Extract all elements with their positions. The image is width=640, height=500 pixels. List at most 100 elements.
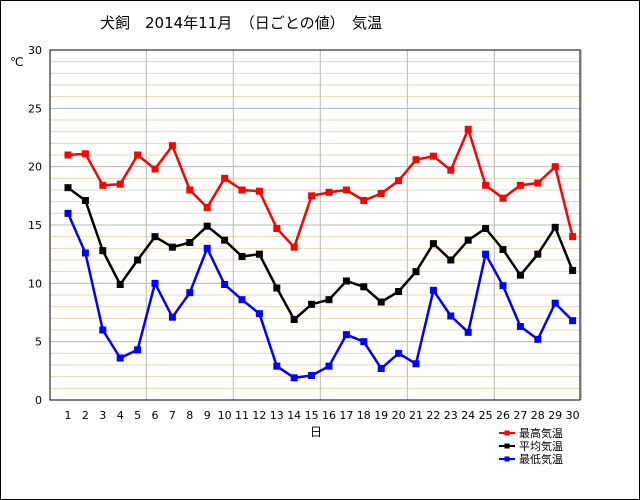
- x-tick-label: 14: [287, 409, 301, 422]
- data-point: [134, 151, 142, 159]
- data-point: [482, 225, 490, 232]
- x-tick-label: 13: [270, 409, 284, 422]
- data-point: [134, 346, 142, 354]
- data-point: [325, 362, 333, 370]
- legend-marker: [504, 456, 510, 462]
- x-tick-label: 28: [531, 409, 545, 422]
- data-point: [221, 236, 229, 244]
- x-tick-label: 8: [186, 409, 193, 422]
- data-point: [151, 165, 159, 173]
- data-point: [203, 244, 211, 252]
- data-point: [447, 256, 455, 264]
- legend-label: 最低気温: [519, 452, 563, 466]
- y-axis-label: ℃: [10, 55, 23, 69]
- data-point: [186, 186, 194, 194]
- data-point: [238, 186, 246, 194]
- legend-marker: [504, 443, 510, 449]
- data-point: [238, 296, 246, 304]
- data-point: [534, 250, 542, 258]
- data-point: [255, 250, 263, 258]
- x-tick-labels: 1 2 3 4 5 6 7 8 9 10 11 12 13 14 15 16 17 18 19 20 21 22 23 24 2…: [65, 409, 580, 422]
- data-point: [116, 354, 124, 362]
- data-point: [203, 204, 211, 211]
- data-point: [377, 365, 385, 372]
- data-point: [429, 286, 437, 294]
- x-tick-label: 19: [374, 409, 388, 422]
- series-平均気温: [64, 184, 577, 323]
- data-point: [273, 225, 281, 232]
- data-point: [499, 194, 507, 202]
- y-tick-labels: 0 5 10 15 20 25 30: [28, 44, 42, 407]
- data-point: [273, 284, 281, 292]
- x-tick-label: 6: [152, 409, 159, 422]
- x-tick-label: 21: [409, 409, 423, 422]
- data-point: [569, 267, 577, 274]
- x-tick-label: 7: [169, 409, 176, 422]
- y-tick-label: 5: [35, 336, 42, 349]
- x-tick-label: 11: [235, 409, 249, 422]
- y-tick-label: 10: [28, 277, 42, 290]
- data-point: [64, 151, 72, 159]
- data-point: [64, 184, 72, 192]
- data-point: [151, 279, 159, 287]
- data-point: [342, 186, 350, 194]
- data-point: [186, 239, 194, 246]
- data-point: [412, 360, 420, 368]
- data-point: [99, 326, 107, 334]
- x-tick-label: 17: [339, 409, 353, 422]
- y-tick-label: 30: [28, 44, 42, 57]
- data-point: [81, 197, 89, 204]
- data-point: [360, 197, 368, 204]
- data-point: [569, 317, 577, 325]
- series-最低気温: [64, 209, 577, 382]
- y-tick-label: 15: [28, 219, 42, 232]
- x-tick-label: 23: [444, 409, 458, 422]
- data-point: [516, 181, 524, 189]
- x-tick-label: 15: [305, 409, 319, 422]
- data-point: [395, 177, 403, 185]
- data-point: [412, 268, 420, 276]
- data-point: [168, 142, 176, 150]
- data-point: [551, 299, 559, 307]
- y-tick-label: 25: [28, 102, 42, 115]
- data-point: [464, 328, 472, 336]
- x-tick-label: 20: [392, 409, 406, 422]
- series-layer: [64, 125, 577, 382]
- data-point: [203, 222, 211, 230]
- data-point: [290, 316, 298, 323]
- x-tick-label: 2: [82, 409, 89, 422]
- data-point: [447, 312, 455, 320]
- data-point: [186, 289, 194, 297]
- data-point: [342, 277, 350, 285]
- data-point: [551, 223, 559, 231]
- data-point: [273, 362, 281, 370]
- data-point: [429, 240, 437, 248]
- data-point: [99, 181, 107, 189]
- data-point: [360, 338, 368, 346]
- data-point: [395, 349, 403, 357]
- data-point: [412, 156, 420, 164]
- data-point: [499, 282, 507, 290]
- x-tick-label: 3: [99, 409, 106, 422]
- data-point: [325, 296, 333, 304]
- data-point: [99, 247, 107, 255]
- x-tick-label: 16: [322, 409, 336, 422]
- data-point: [551, 163, 559, 171]
- data-point: [290, 243, 298, 251]
- data-point: [534, 179, 542, 187]
- data-point: [255, 310, 263, 318]
- data-point: [464, 236, 472, 244]
- x-tick-label: 30: [566, 409, 580, 422]
- data-point: [516, 323, 524, 330]
- data-point: [64, 209, 72, 217]
- x-tick-label: 22: [426, 409, 440, 422]
- x-axis-label: 日: [310, 425, 322, 439]
- data-point: [81, 150, 89, 158]
- data-point: [221, 174, 229, 182]
- x-tick-label: 1: [65, 409, 72, 422]
- x-tick-label: 25: [479, 409, 493, 422]
- data-point: [360, 283, 368, 291]
- chart-title: 犬飼 2014年11月 （日ごとの値） 気温: [100, 14, 382, 32]
